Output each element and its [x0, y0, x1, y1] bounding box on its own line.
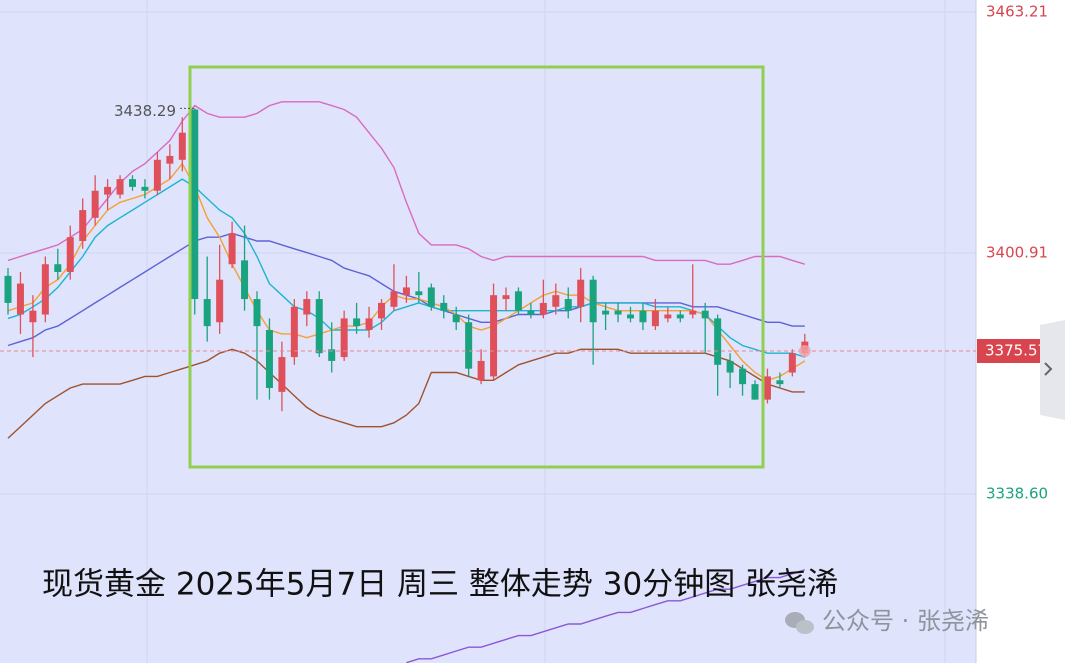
plot-background	[0, 0, 976, 663]
candle-body	[129, 179, 136, 187]
candle-body	[527, 310, 535, 315]
indicator-line	[7, 101, 806, 265]
candle-body	[739, 368, 747, 385]
candle-body	[552, 295, 560, 307]
candle-body	[228, 233, 236, 265]
candle-body	[378, 302, 385, 319]
arrow-icon[interactable]	[1044, 362, 1053, 376]
candle-body	[91, 190, 99, 218]
candle-body	[16, 283, 24, 315]
candle-body	[477, 360, 485, 381]
candle-body	[402, 287, 410, 296]
indicator-line	[7, 178, 806, 358]
candle-body	[564, 299, 572, 311]
candle-body	[452, 314, 460, 323]
candle-body	[178, 132, 186, 160]
candle-body	[539, 302, 547, 315]
candle-body	[278, 357, 286, 392]
candle-body	[4, 275, 12, 303]
candle-body	[390, 291, 398, 307]
wechat-icon	[785, 612, 814, 634]
candle-body	[166, 155, 174, 164]
candle-body	[66, 237, 74, 272]
candle-body	[514, 291, 522, 311]
candle-body	[303, 299, 311, 315]
candle-body	[141, 186, 149, 191]
chart-title: 现货黄金 2025年5月7日 周三 整体走势 30分钟图 张尧浠	[42, 567, 838, 603]
candle-body	[589, 279, 597, 323]
candle-body	[241, 260, 249, 300]
candle-body	[29, 310, 37, 323]
candle-body	[265, 329, 273, 389]
candle-body	[315, 299, 323, 354]
highlight-box	[188, 65, 765, 469]
indicator-line	[406, 569, 806, 663]
candle-body	[328, 349, 336, 361]
last-price-label: 3375.57	[985, 341, 1047, 359]
candle-body	[490, 295, 498, 377]
candle-body	[614, 310, 622, 315]
candle-body	[365, 318, 373, 330]
candle-body	[353, 318, 361, 327]
grid	[0, 11, 976, 495]
candle-body	[203, 299, 211, 327]
candles	[4, 108, 809, 412]
scroll-tab[interactable]	[1040, 320, 1065, 420]
candle-body	[577, 279, 585, 307]
candle-body	[602, 310, 610, 315]
high-annotation: 3438.29	[114, 102, 176, 120]
candle-body	[54, 264, 62, 272]
candle-body	[41, 264, 49, 315]
candle-body	[216, 279, 224, 323]
y-tick-label: 3400.91	[986, 243, 1048, 261]
candle-body	[253, 299, 261, 327]
candle-body	[726, 360, 734, 373]
candle-body	[639, 310, 647, 323]
candle-body	[676, 314, 684, 319]
candle-body	[502, 295, 510, 300]
candle-body	[153, 159, 161, 191]
candle-body	[651, 310, 659, 327]
candle-body	[627, 314, 634, 319]
candle-body	[79, 210, 87, 242]
candle-body	[415, 291, 423, 296]
candle-body	[776, 380, 784, 385]
candle-body	[104, 186, 112, 195]
candle-body	[427, 287, 435, 307]
y-tick-label: 3463.21	[986, 2, 1048, 20]
candle-body	[440, 302, 448, 311]
y-tick-label: 3338.60	[986, 485, 1048, 503]
candle-body	[689, 310, 697, 315]
candle-body	[751, 384, 759, 400]
last-price-dot	[798, 344, 811, 357]
candle-body	[191, 109, 199, 300]
watermark: 公众号 · 张尧浠	[822, 607, 989, 635]
candle-body	[290, 306, 298, 358]
candle-body	[701, 310, 709, 319]
candle-body	[465, 322, 473, 369]
candle-body	[116, 179, 124, 195]
candle-body	[788, 353, 796, 373]
candle-body	[714, 318, 722, 365]
candle-body	[664, 314, 672, 319]
candle-body	[763, 376, 771, 400]
indicator-line	[7, 348, 805, 439]
candle-body	[340, 318, 348, 358]
